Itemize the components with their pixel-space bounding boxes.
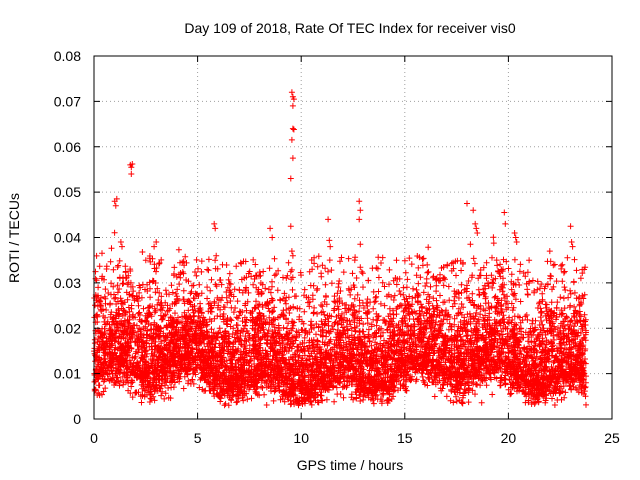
x-tick-label: 0 bbox=[90, 430, 98, 446]
y-tick-label: 0.04 bbox=[54, 230, 81, 246]
x-tick-label: 5 bbox=[194, 430, 202, 446]
x-tick-label: 10 bbox=[293, 430, 309, 446]
y-tick-label: 0 bbox=[73, 411, 81, 427]
y-tick-label: 0.02 bbox=[54, 320, 81, 336]
roti-markers bbox=[91, 89, 589, 409]
x-tick-label: 15 bbox=[397, 430, 413, 446]
x-axis-label: GPS time / hours bbox=[297, 457, 404, 473]
data-points bbox=[91, 89, 589, 409]
y-tick-labels: 0 0.01 0.02 0.03 0.04 0.05 0.06 0.07 0.08 bbox=[54, 48, 81, 427]
x-tick-labels: 0 5 10 15 20 25 bbox=[90, 430, 620, 446]
axis-ticks bbox=[93, 55, 613, 420]
chart-title: Day 109 of 2018, Rate Of TEC Index for r… bbox=[184, 20, 515, 36]
y-tick-label: 0.06 bbox=[54, 139, 81, 155]
grid-lines bbox=[94, 56, 612, 419]
y-tick-label: 0.07 bbox=[54, 93, 81, 109]
y-axis-label: ROTI / TECUs bbox=[6, 193, 22, 283]
y-tick-label: 0.05 bbox=[54, 184, 81, 200]
x-tick-label: 25 bbox=[604, 430, 620, 446]
x-tick-label: 20 bbox=[501, 430, 517, 446]
y-tick-label: 0.08 bbox=[54, 48, 81, 64]
y-tick-label: 0.03 bbox=[54, 275, 81, 291]
y-tick-label: 0.01 bbox=[54, 366, 81, 382]
